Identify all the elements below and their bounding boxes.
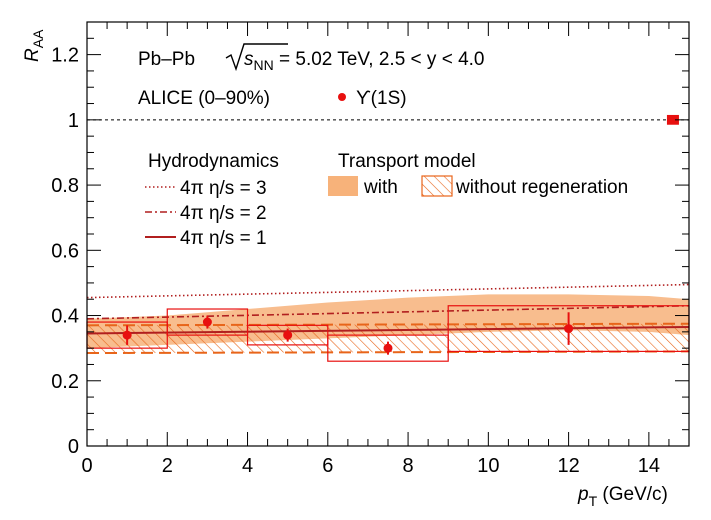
legend-label-eta2: 4π η/s = 2 [180,203,267,224]
y-axis-title-sub: AA [30,29,46,48]
x-tick-label: 2 [162,455,173,477]
hydro-line [86,304,690,320]
sqrt-s-annotation: sNN = 5.02 TeV, 2.5 < y < 4.0 [244,49,485,73]
sqrt-symbol [225,43,288,72]
band-without-regeneration-edge [86,322,690,327]
reference-line-group [87,114,689,125]
experiment-label: ALICE (0–90%) [138,88,270,109]
x-tick-label: 14 [638,455,660,477]
x-tick-label: 12 [557,455,579,477]
system-prefix: Pb–Pb [138,49,195,70]
band-without-regeneration-edge [86,350,690,355]
model-lines [86,283,690,335]
system-suffix: = 5.02 TeV, 2.5 < y < 4.0 [274,49,485,70]
y-tick-label: 0 [68,436,79,458]
legend-label-without: without regeneration [455,177,628,198]
legend-title-hydro: Hydrodynamics [148,151,279,172]
y-tick-label: 0.4 [51,306,79,328]
data-point [122,330,132,340]
axes [86,21,690,447]
x-axis-title-unit: (GeV/c) [597,484,668,505]
hydro-line [86,325,690,335]
y-tick-label: 0.6 [51,240,79,262]
data-point [202,317,212,327]
data-point [564,324,574,334]
x-tick-label: 6 [322,455,333,477]
y-tick-label: 0.8 [51,175,79,197]
x-tick-label: 4 [242,455,253,477]
legend-label-eta1: 4π η/s = 1 [180,228,267,249]
y-axis-title: RAA [22,29,46,62]
y-axis-title-main: R [22,48,43,62]
hydro-line [86,283,690,299]
plot-frame [86,21,690,447]
system-annotation: Pb–Pb [138,49,195,70]
x-tick-label: 8 [403,455,414,477]
y-tick-label: 1 [68,110,79,132]
x-tick-labels: 0 2 4 6 8 10 12 14 [81,455,660,477]
sqrt-s-label: s [244,49,254,70]
x-tick-label: 0 [81,455,92,477]
data-point [383,343,393,353]
y-tick-label: 1.2 [51,45,79,67]
x-axis-title-main: p [577,484,589,505]
legend-marker-upsilon [338,93,346,101]
data-point [283,330,293,340]
y-tick-label: 0.2 [51,371,79,393]
x-axis-title-sub: T [589,493,598,509]
legend-swatch-with [328,176,358,196]
legend-label-upsilon: ϒ(1S) [356,88,407,109]
sqrt-s-sub: NN [254,57,274,73]
x-axis-title: pT (GeV/c) [577,484,668,509]
x-tick-label: 10 [477,455,499,477]
systematic-box [166,308,249,336]
legend-swatch-without [421,175,453,197]
y-tick-labels: 0 0.2 0.4 0.6 0.8 1 1.2 [51,45,79,458]
legend-title-transport: Transport model [338,151,476,172]
legend-label-eta3: 4π η/s = 3 [180,178,267,199]
legend-label-with: with [363,177,398,198]
global-uncertainty-box [666,114,679,125]
